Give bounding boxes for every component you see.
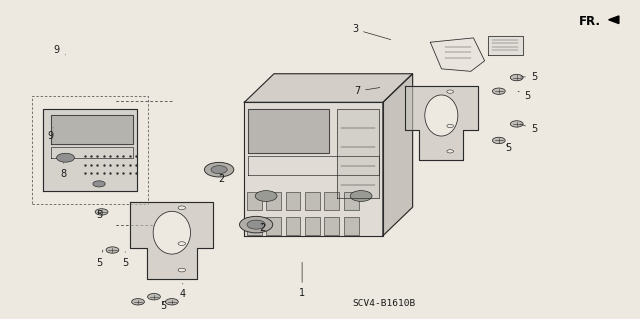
Text: 2: 2 — [218, 174, 224, 183]
Circle shape — [350, 191, 372, 201]
Text: 9: 9 — [47, 128, 54, 141]
Circle shape — [56, 153, 74, 162]
Bar — [305, 192, 320, 210]
Circle shape — [211, 166, 227, 174]
Circle shape — [148, 293, 161, 300]
Text: 5: 5 — [521, 72, 537, 82]
Circle shape — [178, 268, 186, 272]
Text: 5: 5 — [505, 143, 511, 153]
Polygon shape — [488, 36, 523, 55]
Circle shape — [93, 181, 105, 187]
Text: 4: 4 — [180, 283, 186, 300]
Circle shape — [492, 137, 505, 144]
Circle shape — [178, 206, 186, 210]
Polygon shape — [430, 38, 484, 71]
Polygon shape — [244, 74, 413, 102]
Circle shape — [95, 209, 108, 215]
Circle shape — [132, 299, 145, 305]
Bar — [305, 217, 320, 235]
Text: 8: 8 — [60, 163, 67, 179]
Polygon shape — [404, 86, 478, 160]
Bar — [266, 217, 281, 235]
Bar — [246, 217, 262, 235]
Text: 1: 1 — [299, 262, 305, 298]
Text: FR.: FR. — [579, 15, 600, 28]
Text: SCV4-B1610B: SCV4-B1610B — [352, 299, 415, 308]
Polygon shape — [609, 16, 619, 24]
Circle shape — [492, 88, 505, 94]
Circle shape — [510, 121, 523, 127]
Text: 5: 5 — [97, 250, 103, 268]
Text: 5: 5 — [122, 252, 129, 268]
Bar — [324, 217, 339, 235]
Bar — [324, 192, 339, 210]
Circle shape — [447, 124, 454, 128]
Circle shape — [239, 216, 273, 233]
Ellipse shape — [153, 211, 191, 254]
Bar — [344, 192, 358, 210]
Bar — [285, 192, 300, 210]
Polygon shape — [337, 109, 379, 197]
Circle shape — [510, 74, 523, 81]
Circle shape — [204, 162, 234, 177]
Polygon shape — [43, 109, 137, 191]
Circle shape — [255, 191, 277, 201]
Bar — [266, 192, 281, 210]
Polygon shape — [131, 202, 213, 279]
Circle shape — [106, 247, 119, 253]
Polygon shape — [383, 74, 413, 236]
Bar — [344, 217, 358, 235]
Polygon shape — [244, 102, 383, 236]
Text: 9: 9 — [54, 45, 65, 55]
Circle shape — [166, 299, 178, 305]
Bar — [246, 192, 262, 210]
Text: 3: 3 — [352, 24, 391, 40]
Text: 7: 7 — [354, 86, 380, 96]
Text: 2: 2 — [259, 223, 266, 233]
Text: 5: 5 — [520, 124, 537, 134]
Bar — [285, 217, 300, 235]
Circle shape — [447, 90, 454, 93]
Text: 5: 5 — [161, 301, 166, 311]
Text: 5: 5 — [97, 210, 103, 220]
Circle shape — [247, 220, 265, 229]
Circle shape — [447, 150, 454, 153]
Polygon shape — [51, 115, 132, 144]
Ellipse shape — [425, 95, 458, 136]
Circle shape — [178, 242, 186, 245]
Polygon shape — [248, 109, 330, 153]
Text: 5: 5 — [518, 91, 531, 101]
